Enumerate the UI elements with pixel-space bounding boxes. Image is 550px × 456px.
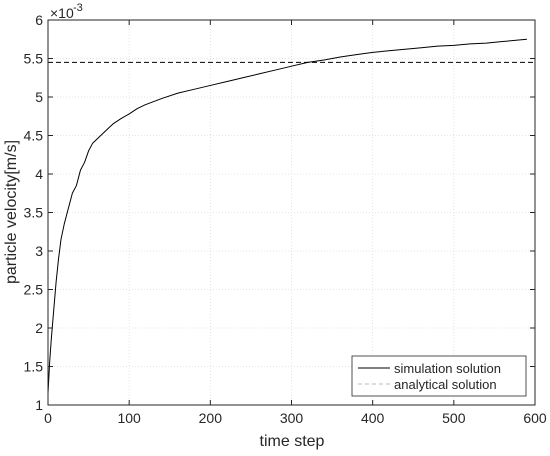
axis-ticks: 0 100 200 300 400 500 600 1 1.5 2 2.5 3 3.5 4 4.5 5 5.5 6 [24,12,547,426]
y-tick-label: 2.5 [24,282,44,298]
y-tick-label: 5 [35,89,43,105]
y-multiplier-base: ×10 [50,5,74,21]
legend-label-simulation: simulation solution [394,361,501,376]
y-tick-label: 2 [35,320,43,336]
x-tick-label: 500 [442,410,466,426]
x-tick-label: 300 [280,410,304,426]
x-axis-label: time step [260,433,325,450]
y-tick-label: 1.5 [24,359,44,375]
y-multiplier-exponent: -3 [73,2,83,14]
y-tick-label: 4 [35,166,43,182]
simulation-solution-line [47,38,527,394]
legend: simulation solution analytical solution [351,355,527,397]
x-tick-label: 200 [199,410,223,426]
y-axis-label: particle velocity[m/s] [3,140,20,284]
series-lines [47,38,535,394]
y-tick-label: 3.5 [24,205,44,221]
x-tick-label: 100 [117,410,141,426]
x-tick-label: 0 [44,410,52,426]
x-tick-label: 400 [361,410,385,426]
y-tick-label: 5.5 [24,51,44,67]
y-tick-label: 3 [35,243,43,259]
y-tick-label: 4.5 [24,128,44,144]
legend-label-analytical: analytical solution [394,377,497,392]
x-tick-label: 600 [523,410,547,426]
y-tick-label: 1 [35,397,43,413]
legend-box [351,355,527,397]
y-tick-label: 6 [35,12,43,28]
